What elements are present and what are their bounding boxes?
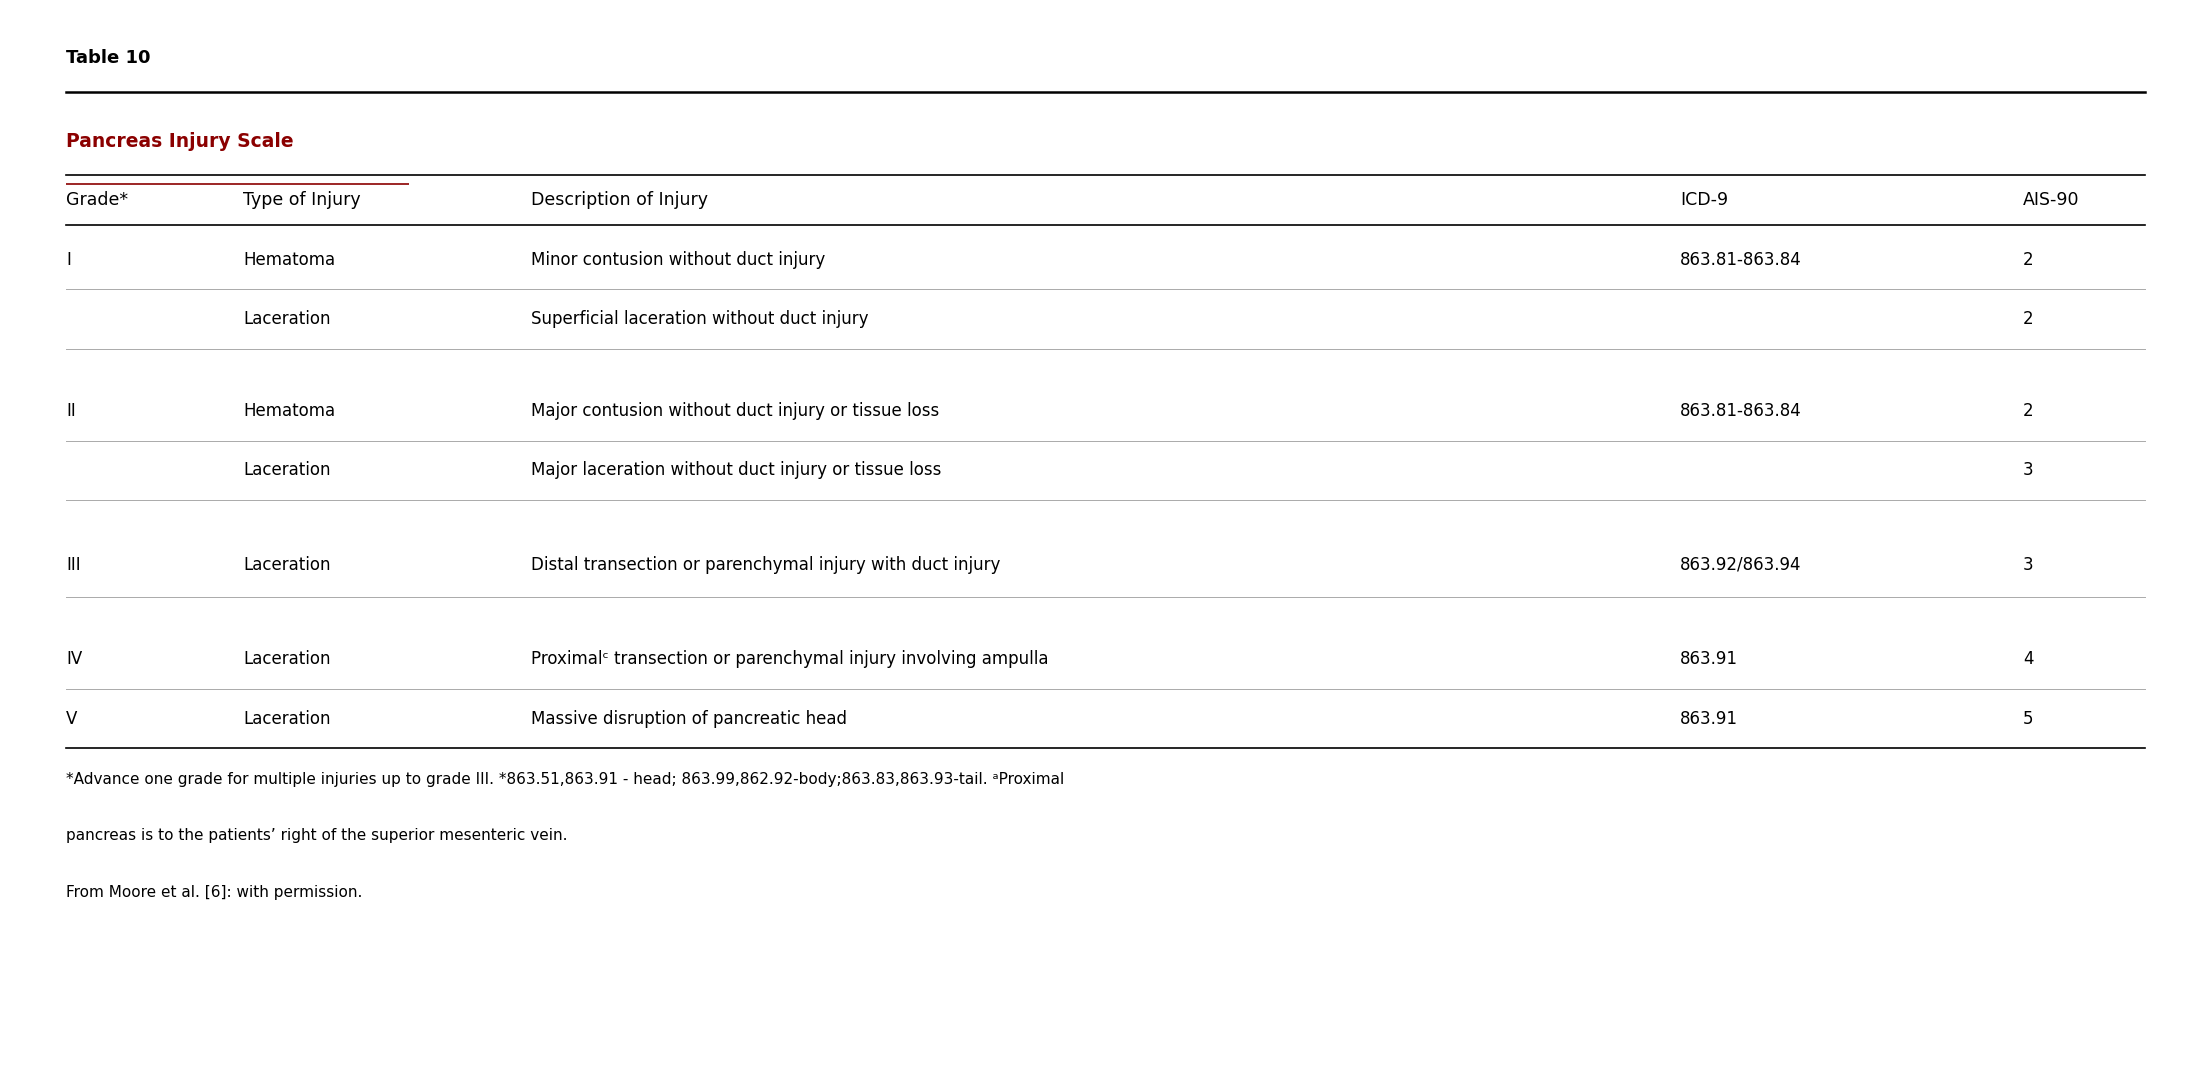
Text: 863.91: 863.91: [1680, 650, 1738, 669]
Text: 2: 2: [2023, 402, 2034, 420]
Text: 2: 2: [2023, 251, 2034, 269]
Text: Laceration: Laceration: [243, 461, 332, 480]
Text: Type of Injury: Type of Injury: [243, 191, 360, 208]
Text: Major laceration without duct injury or tissue loss: Major laceration without duct injury or …: [531, 461, 942, 480]
Text: 4: 4: [2023, 650, 2034, 669]
Text: Superficial laceration without duct injury: Superficial laceration without duct inju…: [531, 310, 869, 328]
Text: Laceration: Laceration: [243, 710, 332, 728]
Text: Minor contusion without duct injury: Minor contusion without duct injury: [531, 251, 825, 269]
Text: Hematoma: Hematoma: [243, 402, 336, 420]
Text: 3: 3: [2023, 556, 2034, 573]
Text: From Moore et al. [6]: with permission.: From Moore et al. [6]: with permission.: [66, 885, 363, 900]
Text: *Advance one grade for multiple injuries up to grade III. *863.51,863.91 - head;: *Advance one grade for multiple injuries…: [66, 772, 1063, 787]
Text: Laceration: Laceration: [243, 556, 332, 573]
Text: pancreas is to the patients’ right of the superior mesenteric vein.: pancreas is to the patients’ right of th…: [66, 828, 568, 843]
Text: 2: 2: [2023, 310, 2034, 328]
Text: Table 10: Table 10: [66, 49, 150, 67]
Text: V: V: [66, 710, 77, 728]
Text: Major contusion without duct injury or tissue loss: Major contusion without duct injury or t…: [531, 402, 940, 420]
Text: 863.81-863.84: 863.81-863.84: [1680, 251, 1802, 269]
Text: I: I: [66, 251, 71, 269]
Text: Laceration: Laceration: [243, 310, 332, 328]
Text: ICD-9: ICD-9: [1680, 191, 1729, 208]
Text: Laceration: Laceration: [243, 650, 332, 669]
Text: Distal transection or parenchymal injury with duct injury: Distal transection or parenchymal injury…: [531, 556, 999, 573]
Text: Grade*: Grade*: [66, 191, 128, 208]
Text: AIS-90: AIS-90: [2023, 191, 2081, 208]
Text: 863.81-863.84: 863.81-863.84: [1680, 402, 1802, 420]
Text: Hematoma: Hematoma: [243, 251, 336, 269]
Text: Proximalᶜ transection or parenchymal injury involving ampulla: Proximalᶜ transection or parenchymal inj…: [531, 650, 1048, 669]
Text: IV: IV: [66, 650, 82, 669]
Text: 863.92/863.94: 863.92/863.94: [1680, 556, 1802, 573]
Text: Pancreas Injury Scale: Pancreas Injury Scale: [66, 132, 294, 151]
Text: II: II: [66, 402, 75, 420]
Text: Massive disruption of pancreatic head: Massive disruption of pancreatic head: [531, 710, 847, 728]
Text: 863.91: 863.91: [1680, 710, 1738, 728]
Text: Description of Injury: Description of Injury: [531, 191, 708, 208]
Text: 5: 5: [2023, 710, 2034, 728]
Text: 3: 3: [2023, 461, 2034, 480]
Text: III: III: [66, 556, 82, 573]
